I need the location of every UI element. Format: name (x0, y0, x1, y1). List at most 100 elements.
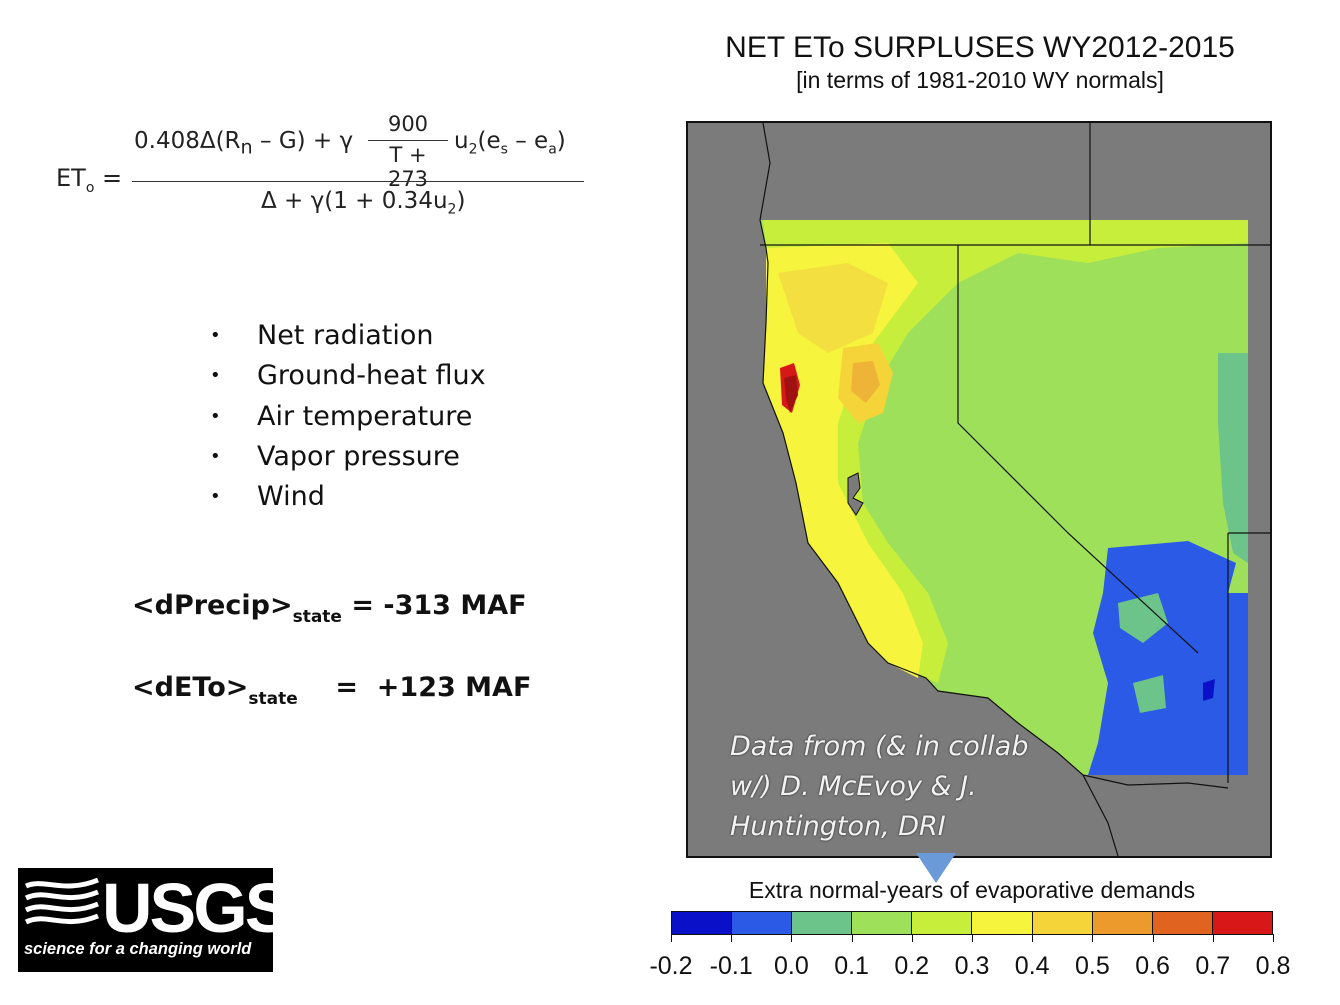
den-part: Δ + γ(1 + 0.34u (261, 188, 448, 214)
data-region-orange-core (851, 361, 880, 403)
bullet-icon: • (210, 486, 221, 508)
colorbar-swatch (1092, 912, 1153, 934)
penman-monteith-equation: ETo = 0.408Δ(Rn – G) + γ 900 T + 273 u2(… (56, 108, 596, 223)
colorbar-swatch (852, 912, 913, 934)
list-item: • Air temperature (204, 397, 486, 437)
coastline (759, 123, 1119, 856)
colorbar-tickmark (911, 934, 913, 942)
colorbar-tick-label: -0.2 (649, 952, 693, 980)
colorbar (671, 911, 1273, 935)
colorbar-tickmark (1152, 934, 1154, 942)
colorbar-tickmark (1212, 934, 1214, 942)
precip-value: = -313 MAF (341, 590, 527, 621)
bullet-icon: • (210, 365, 221, 387)
colorbar-tick-label: 0.4 (1014, 952, 1050, 980)
state-border-mexico (1082, 774, 1229, 789)
fraction-numerator: 900 (387, 112, 429, 136)
data-region-darkblue (1203, 679, 1215, 701)
num-es: (e (477, 128, 501, 154)
list-item-label: Vapor pressure (257, 441, 460, 473)
colorbar-tickmark (731, 934, 733, 942)
colorbar-tick-label: 0.7 (1195, 952, 1231, 980)
colorbar-tickmark (972, 934, 973, 942)
num-u: u (454, 128, 469, 154)
colorbar-title: Extra normal-years of evaporative demand… (748, 877, 1196, 903)
list-item-label: Wind (257, 481, 325, 513)
variable-list: • Net radiation • Ground-heat flux • Air te… (204, 316, 486, 517)
colorbar-swatch (1032, 912, 1093, 934)
list-item-label: Ground-heat flux (257, 360, 486, 392)
credit-line: w/) D. McEvoy & J. (730, 771, 977, 802)
usgs-wave-icon (24, 877, 99, 925)
fraction-denominator: T + 273 (387, 143, 429, 191)
colorbar-swatch (792, 912, 853, 934)
sf-bay (847, 472, 864, 516)
colorbar-tickmark (1032, 934, 1034, 942)
colorbar-tick-label: 0.2 (894, 952, 930, 980)
credit-line: Data from (& in collab (730, 731, 1029, 762)
list-item: • Net radiation (204, 316, 486, 356)
data-region-darkorange (784, 375, 798, 413)
num-sub-n: n (240, 135, 253, 159)
equation-fraction-bar (132, 181, 584, 182)
colorbar-tickmark (851, 934, 853, 942)
data-region-blue-patch2 (1133, 675, 1166, 713)
list-item-label: Net radiation (257, 320, 434, 352)
equation-lhs: ETo = (56, 164, 122, 196)
den-sub: 2 (447, 201, 457, 218)
colorbar-swatch (1152, 912, 1213, 934)
num-part-b: – G) + γ (252, 128, 354, 154)
num-es-sub: s (500, 141, 508, 158)
map-canvas (759, 123, 1270, 856)
usgs-tagline: science for a changing world (24, 940, 252, 958)
colorbar-tick-label: 0.3 (954, 952, 990, 980)
precip-subscript: state (292, 607, 342, 627)
eto-label: <dETo> (132, 672, 249, 703)
data-region-yellow-north (778, 263, 888, 353)
colorbar-tick-label: 0.0 (774, 952, 809, 980)
data-region-blue (1088, 541, 1248, 775)
equals-sign: = (94, 164, 123, 192)
data-region-blue-patch1 (1118, 593, 1168, 643)
den-close: ) (456, 188, 466, 214)
usgs-logo: USGS science for a changing world (18, 868, 273, 972)
data-region-teal (1218, 353, 1248, 563)
precip-stat: <dPrecip>state = -313 MAF (132, 590, 527, 627)
eto-surplus-map (686, 121, 1272, 858)
data-credit: Data from (& in collab w/) D. McEvoy & J… (730, 727, 1070, 847)
colorbar-tick-label: 0.5 (1075, 952, 1110, 980)
colorbar-swatch (912, 912, 973, 934)
eto-subscript: o (85, 179, 95, 196)
num-part-a: 0.408Δ(R (134, 128, 241, 154)
num-ea: – e (507, 128, 549, 154)
colorbar-tickmark (1273, 934, 1274, 942)
num-close: ) (556, 128, 566, 154)
colorbar-tickmark (671, 934, 672, 942)
data-region-yellow (763, 243, 923, 678)
colorbar-tick-label: -0.1 (709, 952, 753, 980)
eto-stat: <dETo>state = +123 MAF (132, 672, 531, 709)
fraction-bar (368, 140, 448, 141)
colorbar-tickmark (791, 934, 793, 942)
colorbar-tick-label: 0.6 (1135, 952, 1170, 980)
bullet-icon: • (210, 325, 221, 347)
list-item: • Vapor pressure (204, 437, 486, 477)
list-item: • Ground-heat flux (204, 356, 486, 396)
eto-symbol: ET (56, 164, 86, 192)
num-ea-sub: a (548, 141, 557, 158)
colorbar-swatch (732, 912, 793, 934)
credit-line: Huntington, DRI (730, 811, 946, 842)
equation-numerator-left: 0.408Δ(Rn – G) + γ (134, 128, 353, 159)
map-title: NET ETo SURPLUSES WY2012-2015 (725, 31, 1235, 64)
num-u-sub: 2 (468, 141, 478, 158)
usgs-wordmark: USGS (102, 869, 273, 947)
state-border-ca-nv (957, 245, 1199, 654)
precip-label: <dPrecip> (132, 590, 293, 621)
bullet-icon: • (210, 405, 221, 427)
equation-denominator: Δ + γ(1 + 0.34u2) (261, 188, 465, 218)
colorbar-tick-label: 0.8 (1255, 952, 1291, 980)
equation-inner-fraction: 900 T + 273 (368, 112, 448, 191)
colorbar-swatch (1212, 912, 1272, 934)
list-item: • Wind (204, 477, 486, 517)
bullet-icon: • (210, 446, 221, 468)
